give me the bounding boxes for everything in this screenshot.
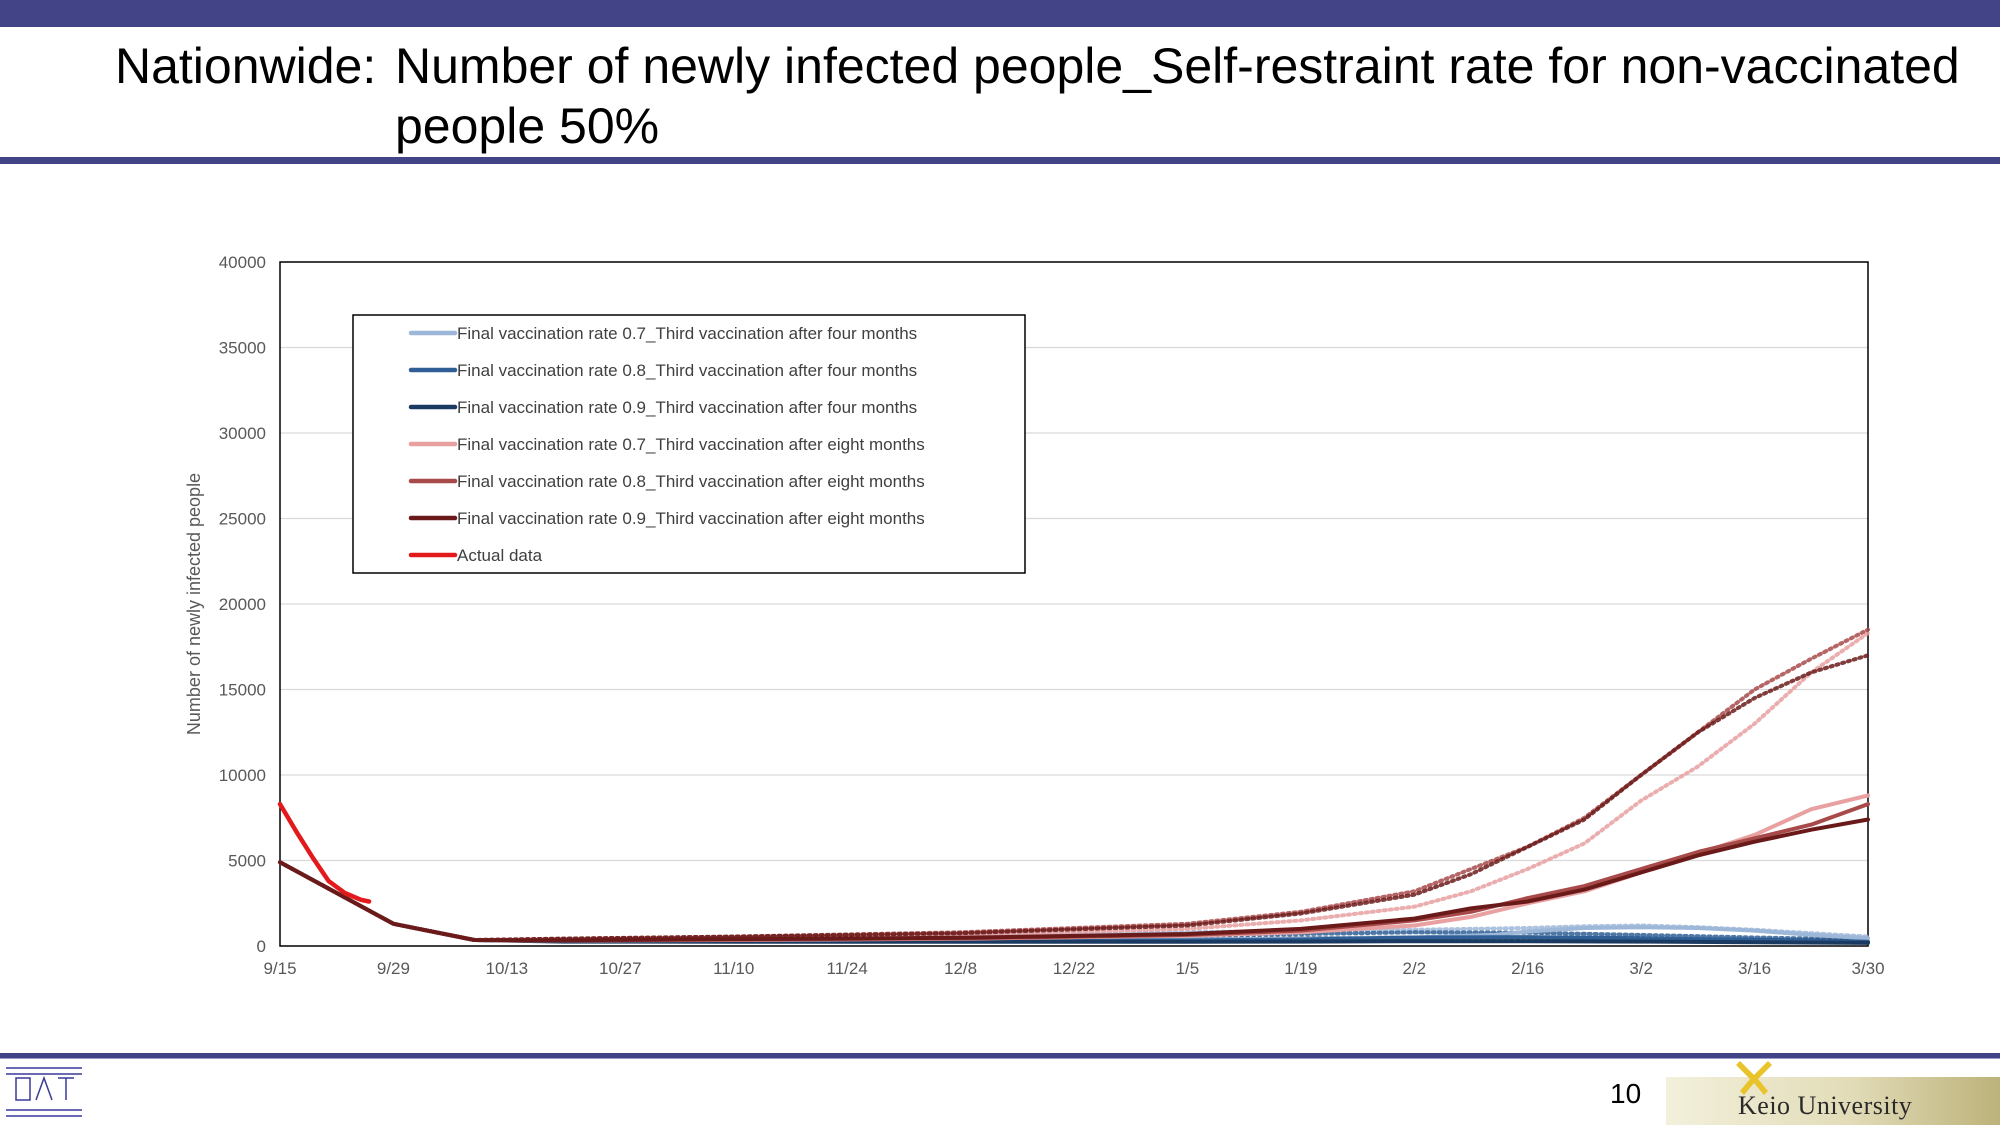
- x-tick-label: 11/24: [827, 959, 868, 978]
- x-tick-label: 3/2: [1629, 959, 1653, 978]
- slide-title-prefix: Nationwide:: [115, 38, 377, 94]
- y-tick-label: 40000: [219, 253, 266, 272]
- legend-label: Final vaccination rate 0.9_Third vaccina…: [457, 509, 925, 528]
- legend-box: [352, 314, 1026, 574]
- x-tick-label: 2/2: [1402, 959, 1426, 978]
- legend-label: Final vaccination rate 0.9_Third vaccina…: [457, 398, 917, 417]
- legend-label: Final vaccination rate 0.7_Third vaccina…: [457, 435, 925, 454]
- y-tick-label: 20000: [219, 595, 266, 614]
- legend-label: Actual data: [457, 546, 543, 565]
- series-line-5: [278, 802, 1870, 943]
- x-tick-label: 10/27: [599, 959, 642, 978]
- legend-label: Final vaccination rate 0.8_Third vaccina…: [457, 361, 917, 380]
- y-tick-label: 0: [257, 937, 266, 956]
- x-tick-label: 10/13: [486, 959, 529, 978]
- legend-label: Final vaccination rate 0.8_Third vaccina…: [457, 472, 925, 491]
- slide-title: Number of newly infected people_Self-res…: [395, 38, 1960, 154]
- x-tick-label: 9/15: [263, 959, 296, 978]
- y-tick-label: 30000: [219, 424, 266, 443]
- lab-logo-icon: [6, 1067, 82, 1117]
- x-tick-label: 12/22: [1053, 959, 1096, 978]
- x-tick-label: 12/8: [944, 959, 977, 978]
- x-tick-label: 1/19: [1284, 959, 1317, 978]
- x-tick-label: 3/30: [1851, 959, 1884, 978]
- x-tick-label: 9/29: [377, 959, 410, 978]
- series-line-actual: [277, 801, 372, 904]
- x-tick-label: 3/16: [1738, 959, 1771, 978]
- institution-name: Keio University: [1738, 1091, 1913, 1120]
- legend-label: Final vaccination rate 0.7_Third vaccina…: [457, 324, 917, 343]
- keio-badge: Keio University: [1666, 1061, 2000, 1125]
- y-tick-label: 10000: [219, 766, 266, 785]
- series-line-4: [278, 793, 1870, 943]
- y-axis-label: Number of newly infected people: [184, 473, 204, 735]
- series-line-6: [278, 817, 1870, 943]
- footer-rule-thin: [0, 1058, 2000, 1059]
- top-band: [0, 0, 2000, 27]
- plot-frame: [279, 261, 1869, 947]
- y-tick-label: 35000: [219, 339, 266, 358]
- page-number: 10: [1610, 1078, 1642, 1109]
- x-tick-label: 2/16: [1511, 959, 1544, 978]
- series-dotted-line-4: [278, 631, 1870, 943]
- title-rule: [0, 157, 2000, 164]
- x-tick-label: 1/5: [1176, 959, 1200, 978]
- footer-rule: [0, 1053, 2000, 1058]
- y-tick-label: 15000: [219, 681, 266, 700]
- series-dotted-line-6: [278, 653, 1870, 943]
- y-tick-label: 25000: [219, 510, 266, 529]
- keio-pen-icon: [1736, 1061, 1772, 1095]
- x-tick-label: 11/10: [713, 959, 754, 978]
- y-tick-label: 5000: [228, 852, 266, 871]
